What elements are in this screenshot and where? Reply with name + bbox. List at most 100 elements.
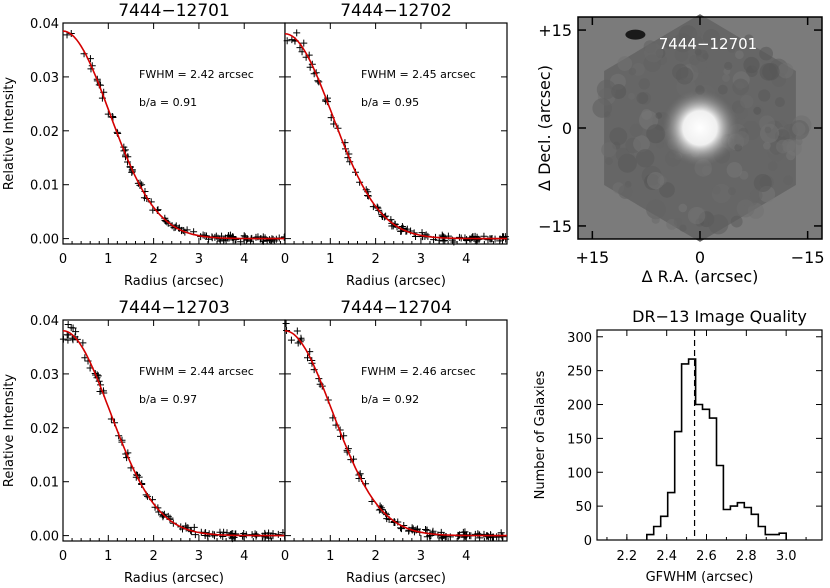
noise-blob: [776, 120, 788, 131]
y-tick-label: 200: [567, 399, 592, 414]
data-point: [69, 324, 77, 332]
noise-blob: [618, 184, 633, 199]
x-tick-label: 0: [695, 248, 705, 267]
noise-blob: [638, 78, 650, 90]
data-point: [472, 236, 480, 244]
noise-blob: [601, 142, 617, 158]
noise-blob: [774, 97, 785, 108]
noise-blob: [687, 206, 706, 225]
noise-blob: [605, 157, 613, 165]
y-tick-label: 0.00: [30, 233, 59, 248]
plot-frame: [596, 329, 823, 541]
noise-blob: [659, 182, 675, 198]
panel-title: 7444−12703: [118, 298, 230, 318]
x-axis-label: Δ R.A. (arcsec): [642, 267, 759, 286]
x-tick-label: 2: [371, 252, 379, 267]
histogram-title: DR−13 Image Quality: [632, 307, 807, 326]
noise-blob: [758, 89, 771, 102]
y-tick-label: 300: [567, 331, 592, 346]
noise-blob: [628, 92, 635, 100]
y-tick-label: 0.04: [30, 314, 59, 329]
x-tick-label: 2.8: [736, 549, 757, 564]
noise-blob: [702, 29, 720, 47]
x-tick-label: 3: [195, 252, 203, 267]
x-tick-label: 3.0: [776, 549, 797, 564]
x-axis-label: Radius (arcsec): [346, 571, 446, 586]
point-source: [662, 90, 738, 166]
fit-curve: [62, 30, 285, 240]
noise-blob: [675, 67, 694, 85]
noise-blob: [615, 147, 630, 162]
data-point: [283, 37, 291, 45]
data-point: [287, 336, 295, 344]
x-tick-label: 0: [59, 252, 67, 267]
noise-blob: [636, 92, 649, 104]
noise-blob: [673, 33, 693, 53]
x-tick-label: 3: [417, 252, 425, 267]
x-tick-label: 0: [281, 549, 289, 564]
data-point: [282, 319, 290, 327]
data-point: [190, 523, 198, 531]
y-tick-label: 100: [567, 466, 592, 481]
noise-blob: [629, 123, 643, 137]
y-tick-label: 0.03: [30, 71, 59, 86]
x-tick-label: 2: [371, 549, 379, 564]
y-axis-label: Number of Galaxies: [533, 370, 548, 499]
data-point: [461, 532, 469, 540]
x-tick-label: −15: [791, 248, 825, 267]
ba-annotation: b/a = 0.95: [361, 96, 419, 109]
data-point: [288, 36, 296, 44]
noise-blob: [641, 109, 652, 120]
data-point: [59, 335, 67, 343]
x-tick-label: 1: [326, 252, 334, 267]
noise-blob: [679, 224, 687, 232]
data-point: [480, 530, 488, 538]
y-tick-label: 50: [575, 500, 592, 515]
y-axis-label: Relative Intensity: [2, 77, 17, 190]
x-tick-label: 4: [240, 549, 248, 564]
noise-blob: [735, 50, 744, 60]
noise-blob: [673, 217, 683, 227]
y-tick-label: 0.02: [30, 125, 59, 140]
noise-blob: [646, 199, 666, 220]
data-point: [219, 532, 227, 540]
y-tick-label: 0.04: [30, 17, 59, 32]
x-tick-label: 4: [462, 252, 470, 267]
noise-blob: [759, 46, 773, 61]
data-point: [253, 531, 261, 539]
data-point: [293, 29, 301, 37]
x-tick-label: 3: [195, 549, 203, 564]
noise-blob: [726, 162, 743, 178]
data-point: [261, 533, 269, 541]
noise-blob: [596, 79, 617, 100]
noise-blob: [651, 215, 660, 224]
noise-blob: [712, 185, 721, 195]
fwhm-annotation: FWHM = 2.42 arcsec: [139, 68, 254, 81]
y-tick-label: 150: [567, 432, 592, 447]
data-point: [423, 526, 431, 534]
noise-blob: [722, 74, 730, 82]
data-point: [493, 533, 501, 541]
noise-blob: [740, 94, 754, 109]
x-tick-label: 2: [149, 549, 157, 564]
data-point: [471, 530, 479, 538]
noise-blob: [636, 149, 655, 168]
plot-frame: [284, 22, 508, 245]
noise-blob: [633, 135, 650, 153]
y-tick-label: −15: [538, 217, 572, 236]
noise-blob: [777, 62, 794, 79]
noise-blob: [628, 67, 637, 76]
noise-blob: [655, 112, 663, 119]
noise-blob: [647, 172, 665, 190]
data-point: [72, 328, 80, 336]
fit-curve: [284, 33, 507, 240]
noise-blob: [724, 61, 733, 71]
noise-blob: [708, 214, 729, 235]
plot-frame: [284, 319, 508, 542]
panel-title: 7444−12702: [340, 1, 452, 21]
image-title: 7444−12701: [659, 35, 757, 53]
noise-blob: [776, 139, 790, 154]
y-tick-label: 0.00: [30, 530, 59, 545]
image-panel: 7444−12701+15 0 −15+150−15Δ R.A. (arcsec)Δ…: [535, 14, 825, 286]
noise-blob: [734, 106, 748, 120]
